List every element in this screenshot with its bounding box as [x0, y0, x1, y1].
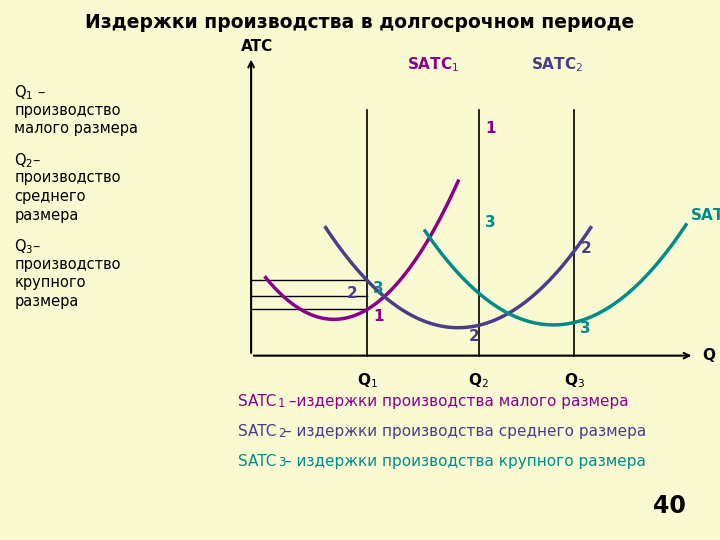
Text: SATC: SATC — [238, 454, 276, 469]
Text: SATC$_1$: SATC$_1$ — [408, 55, 459, 73]
Text: 1: 1 — [278, 397, 285, 410]
Text: Издержки производства в долгосрочном периоде: Издержки производства в долгосрочном пер… — [86, 14, 634, 32]
Text: 1: 1 — [485, 121, 495, 136]
Text: Q$_1$: Q$_1$ — [356, 371, 377, 390]
Text: размера: размера — [14, 294, 78, 309]
Text: – издержки производства крупного размера: – издержки производства крупного размера — [284, 454, 647, 469]
Text: среднего: среднего — [14, 189, 86, 204]
Text: 3: 3 — [278, 456, 285, 469]
Text: Q: Q — [703, 348, 716, 363]
Text: Q$_3$–: Q$_3$– — [14, 238, 42, 256]
Text: 2: 2 — [278, 427, 285, 440]
Text: производство: производство — [14, 256, 121, 272]
Text: –издержки производства малого размера: –издержки производства малого размера — [284, 394, 629, 409]
Text: 2: 2 — [346, 286, 357, 301]
Text: 3: 3 — [580, 321, 591, 335]
Text: производство: производство — [14, 170, 121, 185]
Text: SATC: SATC — [238, 424, 276, 439]
Text: 1: 1 — [373, 309, 384, 325]
Text: 2: 2 — [469, 329, 480, 344]
Text: 2: 2 — [580, 241, 591, 256]
Text: Q$_2$–: Q$_2$– — [14, 151, 42, 170]
Text: 3: 3 — [485, 215, 496, 230]
Text: размера: размера — [14, 208, 78, 223]
Text: 3: 3 — [373, 281, 384, 296]
Text: Q$_3$: Q$_3$ — [564, 371, 585, 390]
Text: ATC: ATC — [240, 39, 273, 54]
Text: Q$_1$ –: Q$_1$ – — [14, 84, 46, 103]
Text: производство: производство — [14, 103, 121, 118]
Text: 40: 40 — [653, 495, 686, 518]
Text: SATC$_2$: SATC$_2$ — [531, 55, 584, 73]
Text: крупного: крупного — [14, 275, 86, 291]
Text: малого размера: малого размера — [14, 122, 138, 137]
Text: Q$_2$: Q$_2$ — [469, 371, 490, 390]
Text: SATC$_3$: SATC$_3$ — [690, 207, 720, 225]
Text: SATC: SATC — [238, 394, 276, 409]
Text: – издержки производства среднего размера: – издержки производства среднего размера — [284, 424, 647, 439]
